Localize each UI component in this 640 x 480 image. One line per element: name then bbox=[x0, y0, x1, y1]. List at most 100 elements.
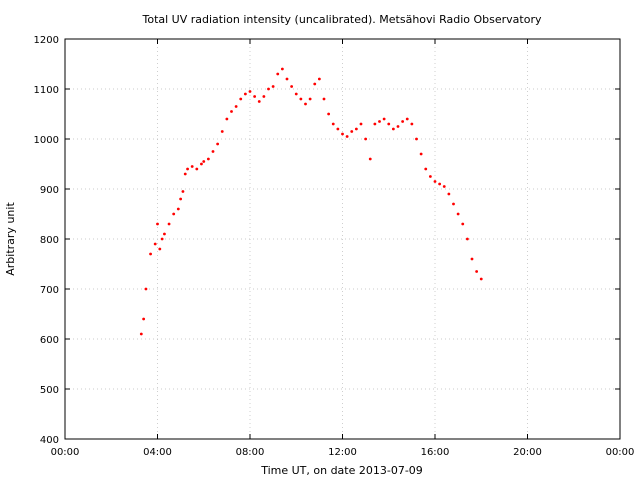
data-point bbox=[149, 252, 152, 256]
data-point bbox=[442, 185, 446, 188]
y-tick-label: 900 bbox=[40, 185, 59, 196]
data-point bbox=[206, 157, 210, 161]
data-point bbox=[176, 207, 180, 211]
data-point bbox=[276, 72, 280, 76]
data-point bbox=[248, 90, 252, 93]
data-point bbox=[438, 182, 442, 186]
x-tick-label: 00:00 bbox=[51, 447, 80, 458]
x-tick-label: 16:00 bbox=[421, 447, 450, 458]
data-point bbox=[225, 117, 229, 121]
data-point bbox=[327, 112, 331, 116]
y-tick-label: 400 bbox=[40, 435, 59, 446]
data-point bbox=[415, 137, 418, 141]
data-point bbox=[280, 67, 284, 71]
data-point bbox=[183, 172, 187, 176]
axes bbox=[64, 38, 621, 440]
data-point bbox=[419, 152, 423, 156]
data-point bbox=[428, 175, 432, 178]
data-point bbox=[216, 142, 220, 146]
x-tick-label: 12:00 bbox=[328, 447, 357, 458]
data-point bbox=[354, 127, 358, 131]
y-tick-label: 700 bbox=[40, 285, 59, 296]
data-point bbox=[181, 190, 185, 193]
y-tick-label: 500 bbox=[40, 385, 59, 396]
data-point bbox=[156, 222, 159, 226]
data-point bbox=[234, 105, 238, 108]
data-point bbox=[391, 127, 395, 131]
x-tick-label: 04:00 bbox=[143, 447, 172, 458]
data-point bbox=[285, 77, 289, 81]
data-point bbox=[144, 287, 148, 291]
data-point bbox=[378, 120, 381, 123]
data-point bbox=[313, 82, 317, 86]
data-points bbox=[139, 67, 483, 336]
data-point bbox=[350, 130, 354, 133]
y-tick-label: 600 bbox=[40, 335, 59, 346]
data-point bbox=[294, 92, 298, 96]
data-point bbox=[470, 257, 474, 261]
data-point bbox=[172, 212, 176, 216]
data-point bbox=[262, 95, 266, 98]
data-point bbox=[153, 242, 157, 246]
data-point bbox=[299, 97, 303, 101]
y-tick-label: 1200 bbox=[34, 35, 59, 46]
data-point bbox=[220, 130, 224, 133]
data-point bbox=[401, 120, 405, 123]
data-point bbox=[190, 165, 194, 168]
data-point bbox=[461, 222, 465, 226]
y-tick-label: 800 bbox=[40, 235, 59, 246]
data-point bbox=[405, 117, 409, 121]
data-point bbox=[253, 95, 257, 98]
data-point bbox=[396, 125, 400, 128]
data-point bbox=[202, 160, 206, 163]
data-point bbox=[243, 92, 247, 96]
data-point bbox=[186, 167, 189, 171]
grid-lines bbox=[65, 39, 620, 439]
data-point bbox=[139, 332, 143, 336]
tick-labels: 400 500 600 700 800 900 1000 1100 1200 00:00 04:00… bbox=[34, 35, 635, 458]
data-point bbox=[160, 237, 164, 241]
x-tick-label: 00:00 bbox=[606, 447, 635, 458]
data-point bbox=[433, 180, 437, 183]
data-point bbox=[387, 122, 391, 126]
data-point bbox=[475, 270, 479, 273]
data-point bbox=[158, 247, 162, 251]
data-point bbox=[257, 100, 261, 103]
data-point bbox=[211, 150, 215, 153]
data-point bbox=[465, 237, 469, 241]
data-point bbox=[373, 122, 377, 126]
data-point bbox=[239, 97, 243, 101]
data-point bbox=[382, 117, 386, 121]
data-point bbox=[290, 85, 294, 88]
data-point bbox=[267, 87, 270, 91]
y-tick-label: 1100 bbox=[34, 85, 59, 96]
x-axis-label: Time UT, on date 2013-07-09 bbox=[260, 464, 423, 477]
data-point bbox=[336, 127, 340, 131]
data-point bbox=[167, 222, 171, 226]
data-point bbox=[364, 137, 368, 141]
data-point bbox=[424, 167, 428, 171]
data-point bbox=[479, 277, 483, 281]
data-point bbox=[200, 162, 203, 166]
data-point bbox=[341, 132, 344, 136]
data-point bbox=[195, 167, 199, 171]
data-point bbox=[452, 202, 455, 206]
y-axis-label: Arbitrary unit bbox=[4, 202, 17, 276]
data-point bbox=[163, 232, 166, 236]
data-point bbox=[230, 110, 233, 113]
data-point bbox=[317, 77, 321, 81]
data-point bbox=[142, 317, 146, 321]
data-point bbox=[179, 197, 183, 201]
x-tick-label: 08:00 bbox=[236, 447, 265, 458]
y-tick-label: 1000 bbox=[34, 135, 59, 146]
data-point bbox=[304, 102, 307, 106]
chart-title: Total UV radiation intensity (uncalibrat… bbox=[142, 13, 542, 26]
data-point bbox=[322, 97, 326, 101]
data-point bbox=[410, 122, 414, 126]
x-tick-label: 20:00 bbox=[513, 447, 542, 458]
data-point bbox=[345, 135, 349, 138]
data-point bbox=[368, 157, 372, 161]
data-point bbox=[359, 122, 363, 126]
data-point bbox=[331, 122, 335, 126]
